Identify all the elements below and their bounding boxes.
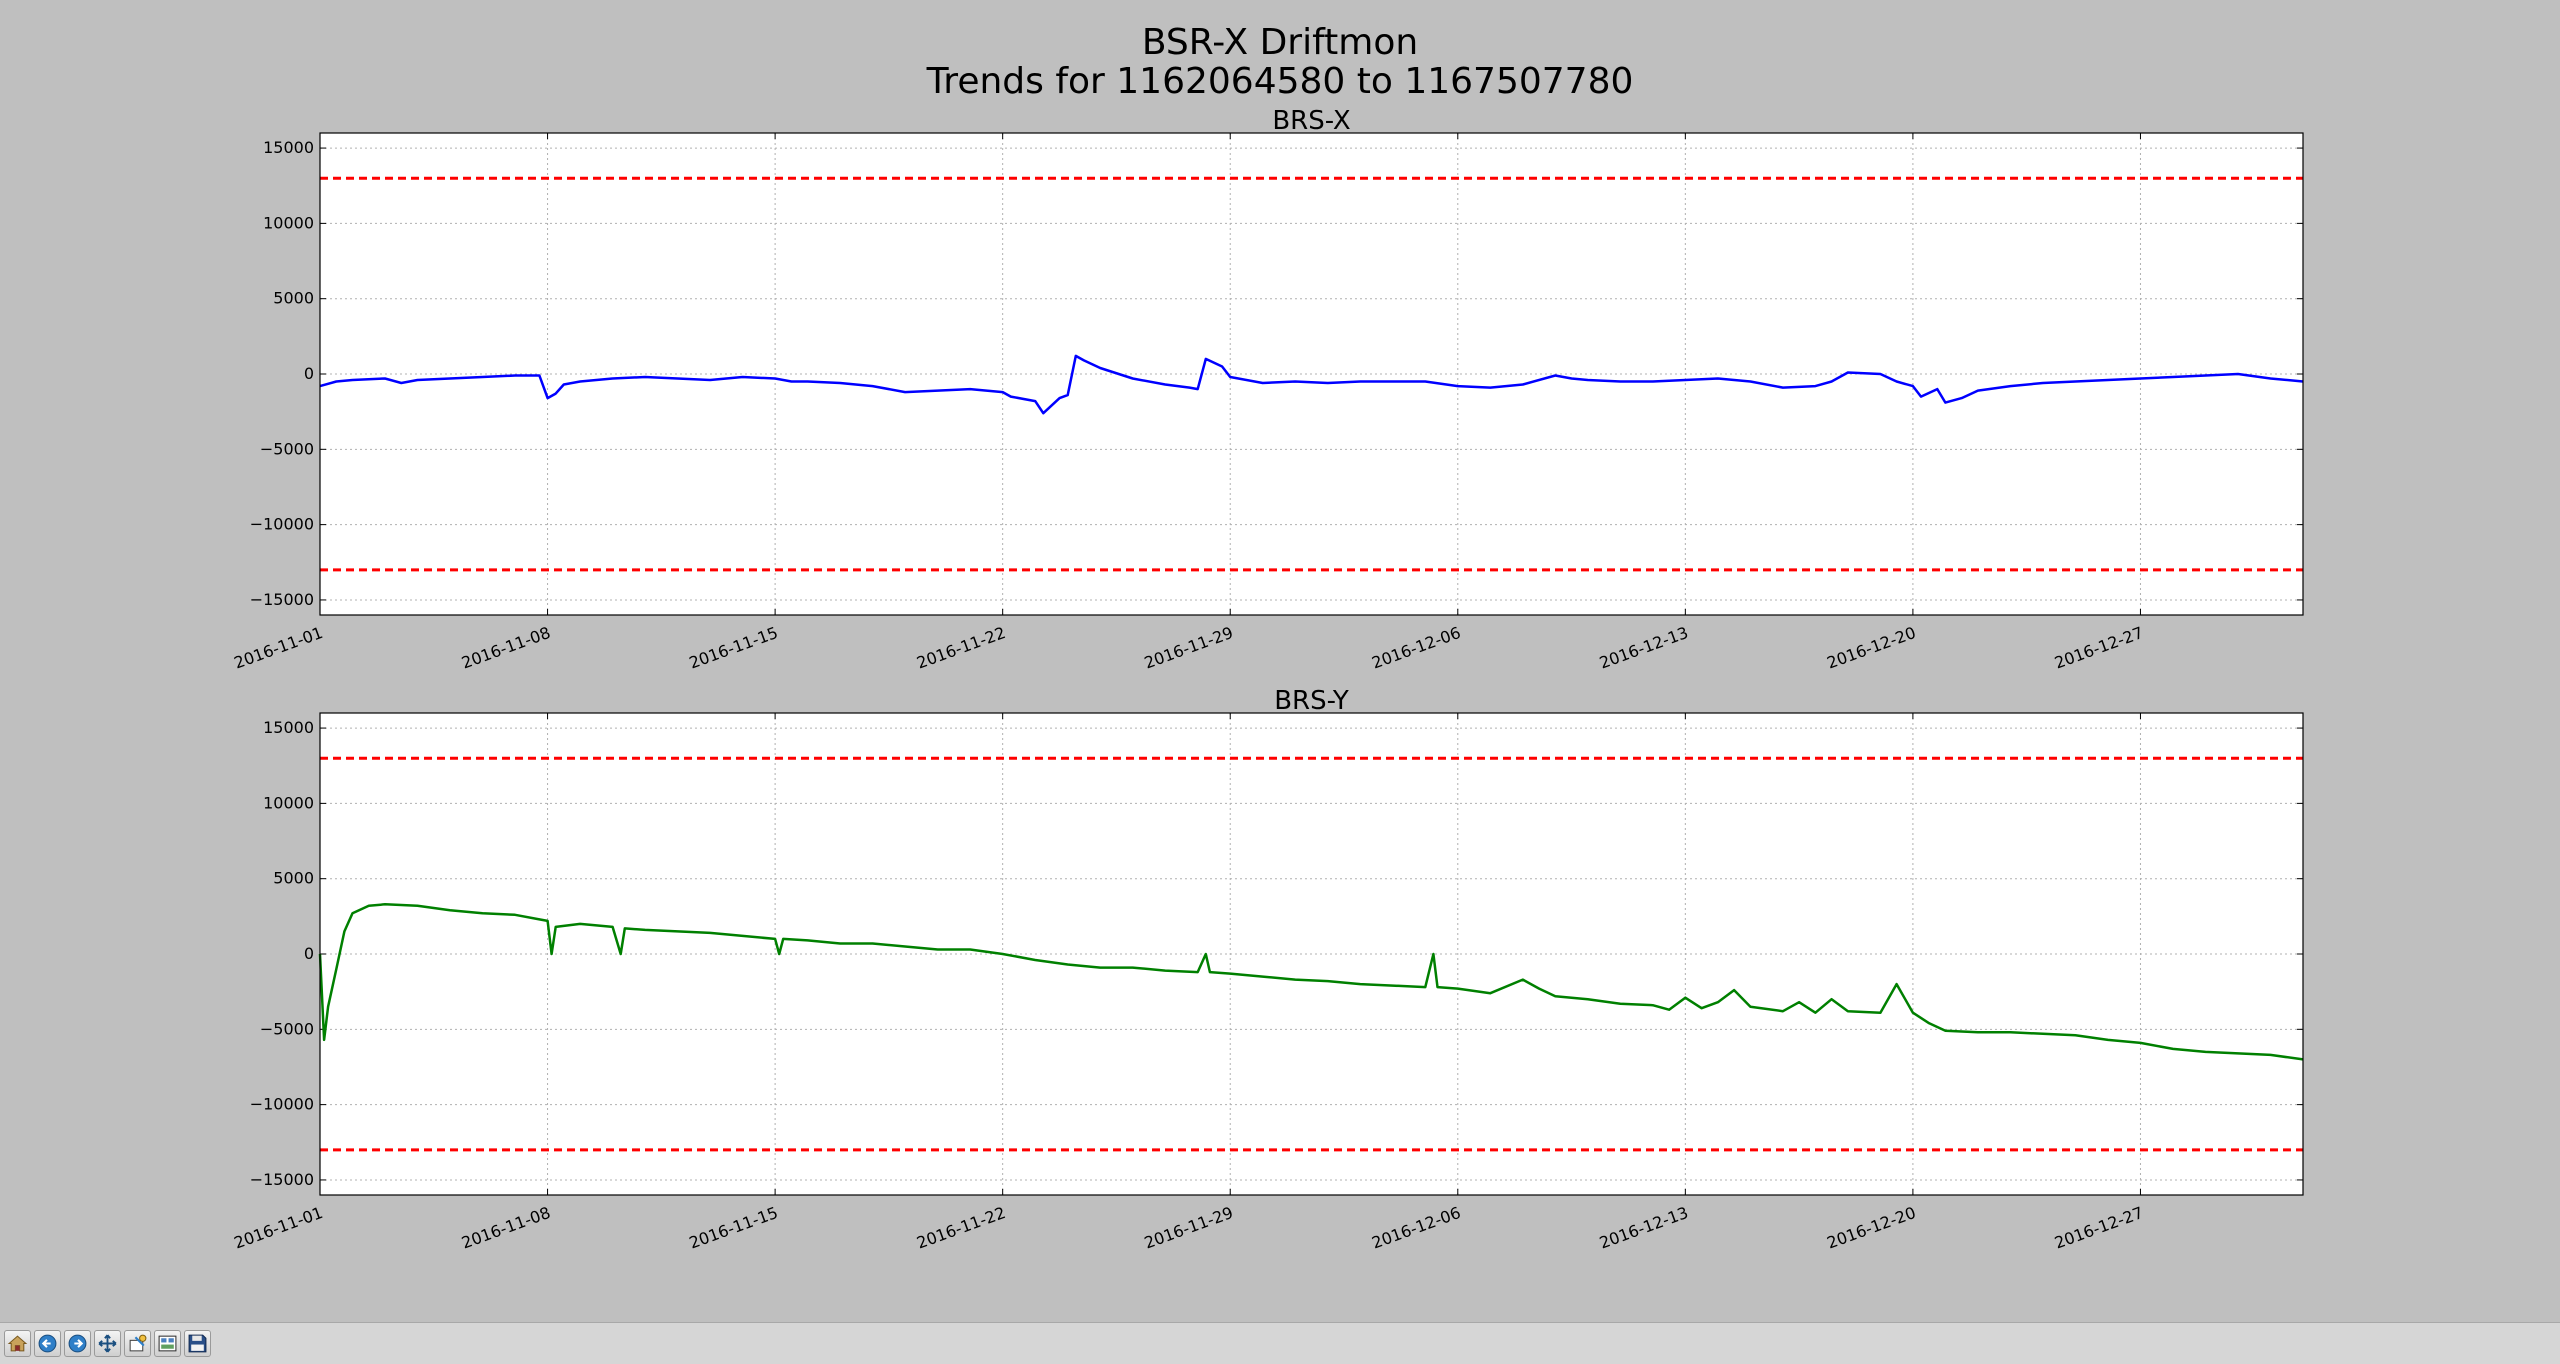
y-tick-label: −10000 xyxy=(250,515,314,534)
x-tick-label: 2016-12-13 xyxy=(1597,1203,1691,1253)
x-tick-label: 2016-11-29 xyxy=(1142,1203,1236,1253)
y-tick-label: 0 xyxy=(304,944,314,963)
y-tick-label: −15000 xyxy=(250,590,314,609)
x-tick-label: 2016-11-01 xyxy=(231,1203,325,1253)
pan-button[interactable] xyxy=(94,1330,121,1357)
y-tick-label: −10000 xyxy=(250,1095,314,1114)
home-icon xyxy=(7,1335,28,1352)
y-tick-label: 5000 xyxy=(273,869,314,888)
y-tick-label: 10000 xyxy=(263,793,314,812)
x-tick-label: 2016-12-13 xyxy=(1597,623,1691,673)
x-tick-label: 2016-11-15 xyxy=(687,623,781,673)
move-icon xyxy=(98,1334,117,1353)
x-tick-label: 2016-11-15 xyxy=(687,1203,781,1253)
navigation-toolbar xyxy=(0,1322,2560,1364)
brs-y-axes: 2016-11-01 2016-11-08 2016-11-15 2016-11-22… xyxy=(231,686,2304,1253)
x-tick-label: 2016-12-06 xyxy=(1369,1203,1463,1253)
figure-title-line2: Trends for 1162064580 to 1167507780 xyxy=(926,61,1634,102)
x-tick-label: 2016-11-01 xyxy=(231,623,325,673)
figure-canvas: BSR-X Driftmon Trends for 1162064580 to … xyxy=(231,22,2304,1253)
axes-frame xyxy=(319,712,2304,1196)
subplots-icon xyxy=(158,1335,177,1352)
y-tick-label: −5000 xyxy=(260,439,314,458)
x-tick-label: 2016-12-20 xyxy=(1824,623,1918,673)
y-tick-label: 5000 xyxy=(273,289,314,308)
x-tick-label: 2016-11-08 xyxy=(459,623,553,673)
back-button[interactable] xyxy=(34,1330,61,1357)
home-button[interactable] xyxy=(4,1330,31,1357)
series-line xyxy=(319,354,2304,415)
y-tick-label: −15000 xyxy=(250,1170,314,1189)
forward-button[interactable] xyxy=(64,1330,91,1357)
subplot-title: BRS-X xyxy=(1272,106,1350,136)
y-tick-label: 0 xyxy=(304,364,314,383)
x-tick-label: 2016-11-08 xyxy=(459,1203,553,1253)
configure-subplots-button[interactable] xyxy=(154,1330,181,1357)
x-tick-label: 2016-11-29 xyxy=(1142,623,1236,673)
arrow-right-icon xyxy=(68,1334,87,1353)
subplot-title: BRS-Y xyxy=(1274,686,1349,716)
y-tick-label: 15000 xyxy=(263,138,314,157)
chart-svg: BSR-X Driftmon Trends for 1162064580 to … xyxy=(231,22,2304,1253)
x-tick-label: 2016-12-27 xyxy=(2052,1203,2146,1253)
brs-x-axes: 2016-11-01 2016-11-08 2016-11-15 2016-11-22… xyxy=(231,106,2304,673)
y-tick-label: 15000 xyxy=(263,718,314,737)
x-tick-label: 2016-11-22 xyxy=(914,1203,1008,1253)
axes-frame xyxy=(319,132,2304,616)
arrow-left-icon xyxy=(38,1334,57,1353)
y-tick-label: −5000 xyxy=(260,1019,314,1038)
figure-title-line1: BSR-X Driftmon xyxy=(1142,22,1418,63)
zoom-icon xyxy=(129,1334,147,1352)
series-line xyxy=(318,903,2304,1061)
save-button[interactable] xyxy=(184,1330,211,1357)
x-tick-label: 2016-12-06 xyxy=(1369,623,1463,673)
x-tick-label: 2016-11-22 xyxy=(914,623,1008,673)
x-tick-label: 2016-12-20 xyxy=(1824,1203,1918,1253)
zoom-button[interactable] xyxy=(124,1330,151,1357)
floppy-disk-icon xyxy=(188,1334,207,1353)
x-tick-label: 2016-12-27 xyxy=(2052,623,2146,673)
y-tick-label: 10000 xyxy=(263,213,314,232)
